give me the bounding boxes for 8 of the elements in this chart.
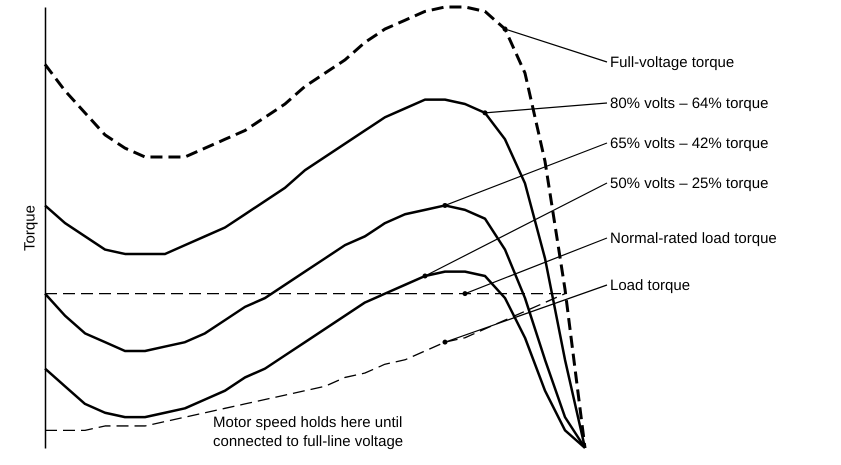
annotation: Motor speed holds here until connected to full-line voltage <box>213 414 404 450</box>
text: Normal-rated load torque <box>610 230 777 247</box>
text: 65% volts – 42% torque <box>610 135 768 152</box>
text: Full-voltage torque <box>610 54 734 71</box>
text: Load torque <box>610 277 690 294</box>
y-axis-title: Torque <box>22 205 38 251</box>
text: 50% volts – 25% torque <box>610 175 768 192</box>
text: 80% volts – 64% torque <box>610 95 768 112</box>
